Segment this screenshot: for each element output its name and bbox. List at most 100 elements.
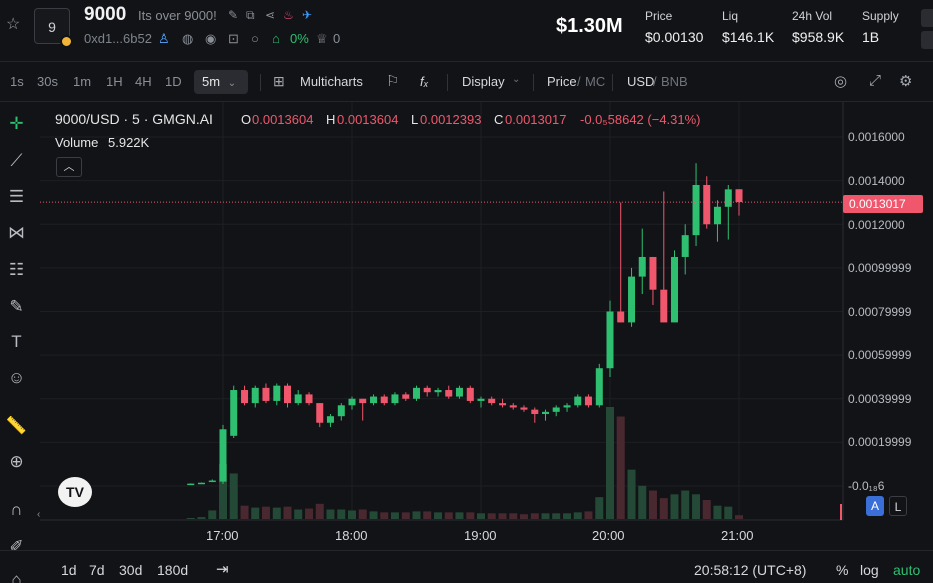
multicharts-icon[interactable]: ⊞ [273,73,285,89]
ohlc-open-value: 0.0013604 [252,112,314,127]
volume-bar [541,513,550,519]
search-icon[interactable]: ○ [251,31,259,46]
community-icon[interactable]: ◉ [205,31,217,46]
volume-bar [466,512,475,519]
usd-toggle[interactable]: USD [627,74,655,89]
candle-body [488,398,496,404]
candle-body [370,396,378,404]
y-tick: 0.00099999 [848,261,912,275]
volume-bar [584,511,593,519]
emoji-tool-icon[interactable]: ☺ [7,368,26,387]
range-1d[interactable]: 1d [61,562,77,578]
timeframe-1d[interactable]: 1D [165,74,182,89]
panel-toggle-icon[interactable] [921,9,933,27]
horizontal-lines-tool-icon[interactable]: ☰ [8,187,25,206]
volume-bar [659,498,668,519]
candle-body [499,403,507,406]
volume-bar [261,506,270,519]
candle-body [681,235,689,257]
candle-body [241,390,249,404]
candle-body [584,396,592,406]
fullscreen-icon[interactable]: ⤢ [869,72,882,89]
ruler-tool-icon[interactable]: 📏 [5,416,28,435]
volume-bar [348,510,356,519]
candle-body [595,368,603,406]
volume-bar [390,512,399,519]
fire-icon[interactable]: ♨ [283,8,294,22]
volume-bar [186,518,195,519]
candle-body [326,416,334,423]
tradingview-logo[interactable]: TV [58,477,92,507]
brush-tool-icon[interactable]: ✎ [9,297,24,316]
stat-vol-label: 24h Vol [792,9,833,23]
pattern-tool-icon[interactable]: ⋈ [8,223,25,242]
timeframe-1h[interactable]: 1H [106,74,123,89]
indicators-fx-button[interactable]: fₓ [420,74,429,89]
edit-icon[interactable]: ✎ [228,8,239,22]
crosshair-tool-icon[interactable]: ✛ [9,114,24,133]
timeframe-1m[interactable]: 1m [73,74,92,89]
display-menu-button[interactable]: Display [462,74,505,89]
percent-toggle[interactable]: % [836,562,849,578]
volume-bar [251,507,260,519]
fib-tool-icon[interactable]: ☷ [8,260,25,279]
website-globe-icon[interactable]: ◍ [182,31,194,46]
dev-person-icon[interactable]: ♙ [158,31,170,46]
candle-body [466,387,474,401]
clock-readout[interactable]: 20:58:12 (UTC+8) [694,562,807,578]
magnet-tool-icon[interactable]: ∩ [10,500,23,519]
collapse-legend-button[interactable]: ︿ [56,157,82,177]
market-cap: $1.30M [556,15,623,37]
gear-icon[interactable]: ⚙ [899,73,913,90]
timeframe-30s[interactable]: 30s [37,74,58,89]
volume-bar [627,469,636,519]
range-180d[interactable]: 180d [157,562,189,578]
trendline-tool-icon[interactable]: ⟋ [10,151,23,170]
range-30d[interactable]: 30d [119,562,143,578]
zoom-in-tool-icon[interactable]: ⊕ [9,452,24,471]
text-tool-icon[interactable]: T [11,332,22,351]
y-tick: 0.0016000 [848,130,905,144]
tweet-search-icon[interactable]: ⊡ [228,31,239,46]
telegram-icon[interactable]: ✈ [302,8,313,22]
ohlc-close-value: 0.0013017 [505,112,567,127]
timeframe-dropdown[interactable]: 5m ⌄ [194,70,248,94]
lock-drawings-icon[interactable]: ✐ [9,537,24,556]
range-7d[interactable]: 7d [89,562,105,578]
y-tick: -0.0₁₈6 [848,479,885,493]
calendar-range-icon[interactable]: ⇥ [216,561,229,578]
stat-liq-value: $146.1K [722,29,775,45]
current-volume-marker [840,504,842,520]
auto-scale-button[interactable]: A [866,496,884,516]
copy-icon[interactable]: ⧉ [246,8,255,22]
stat-supply-label: Supply [862,9,899,23]
timeframe-1s[interactable]: 1s [10,74,24,89]
favorite-star-icon[interactable]: ☆ [6,16,21,33]
volume-bar [444,512,453,519]
contract-address[interactable]: 0xd1...6b52 [84,31,152,46]
candle-body [251,387,259,404]
candle-type-icon[interactable]: ⚐ [386,73,400,90]
collapse-toolbar-icon[interactable]: ‹ [37,509,41,520]
multicharts-button[interactable]: Multicharts [300,74,363,89]
camera-icon[interactable]: ◎ [834,73,848,90]
mc-toggle[interactable]: MC [585,74,606,89]
timeframe-4h[interactable]: 4H [135,74,152,89]
stat-supply-value: 1B [862,29,880,45]
settings-edge-icon[interactable] [921,31,933,49]
bnb-toggle[interactable]: BNB [661,74,688,89]
volume-label: Volume [55,135,99,150]
divider [533,74,534,91]
share-icon[interactable]: ⋖ [265,8,276,22]
auto-toggle[interactable]: auto [893,562,921,578]
candle-body [423,387,431,393]
more-tools-icon[interactable]: ⌂ [11,570,22,583]
divider [447,74,448,91]
candle-body [434,390,442,393]
log-toggle[interactable]: log [860,562,879,578]
volume-bar [735,515,743,519]
candle-body [359,398,367,404]
price-toggle[interactable]: Price [547,74,577,89]
log-scale-button[interactable]: L [889,496,907,516]
